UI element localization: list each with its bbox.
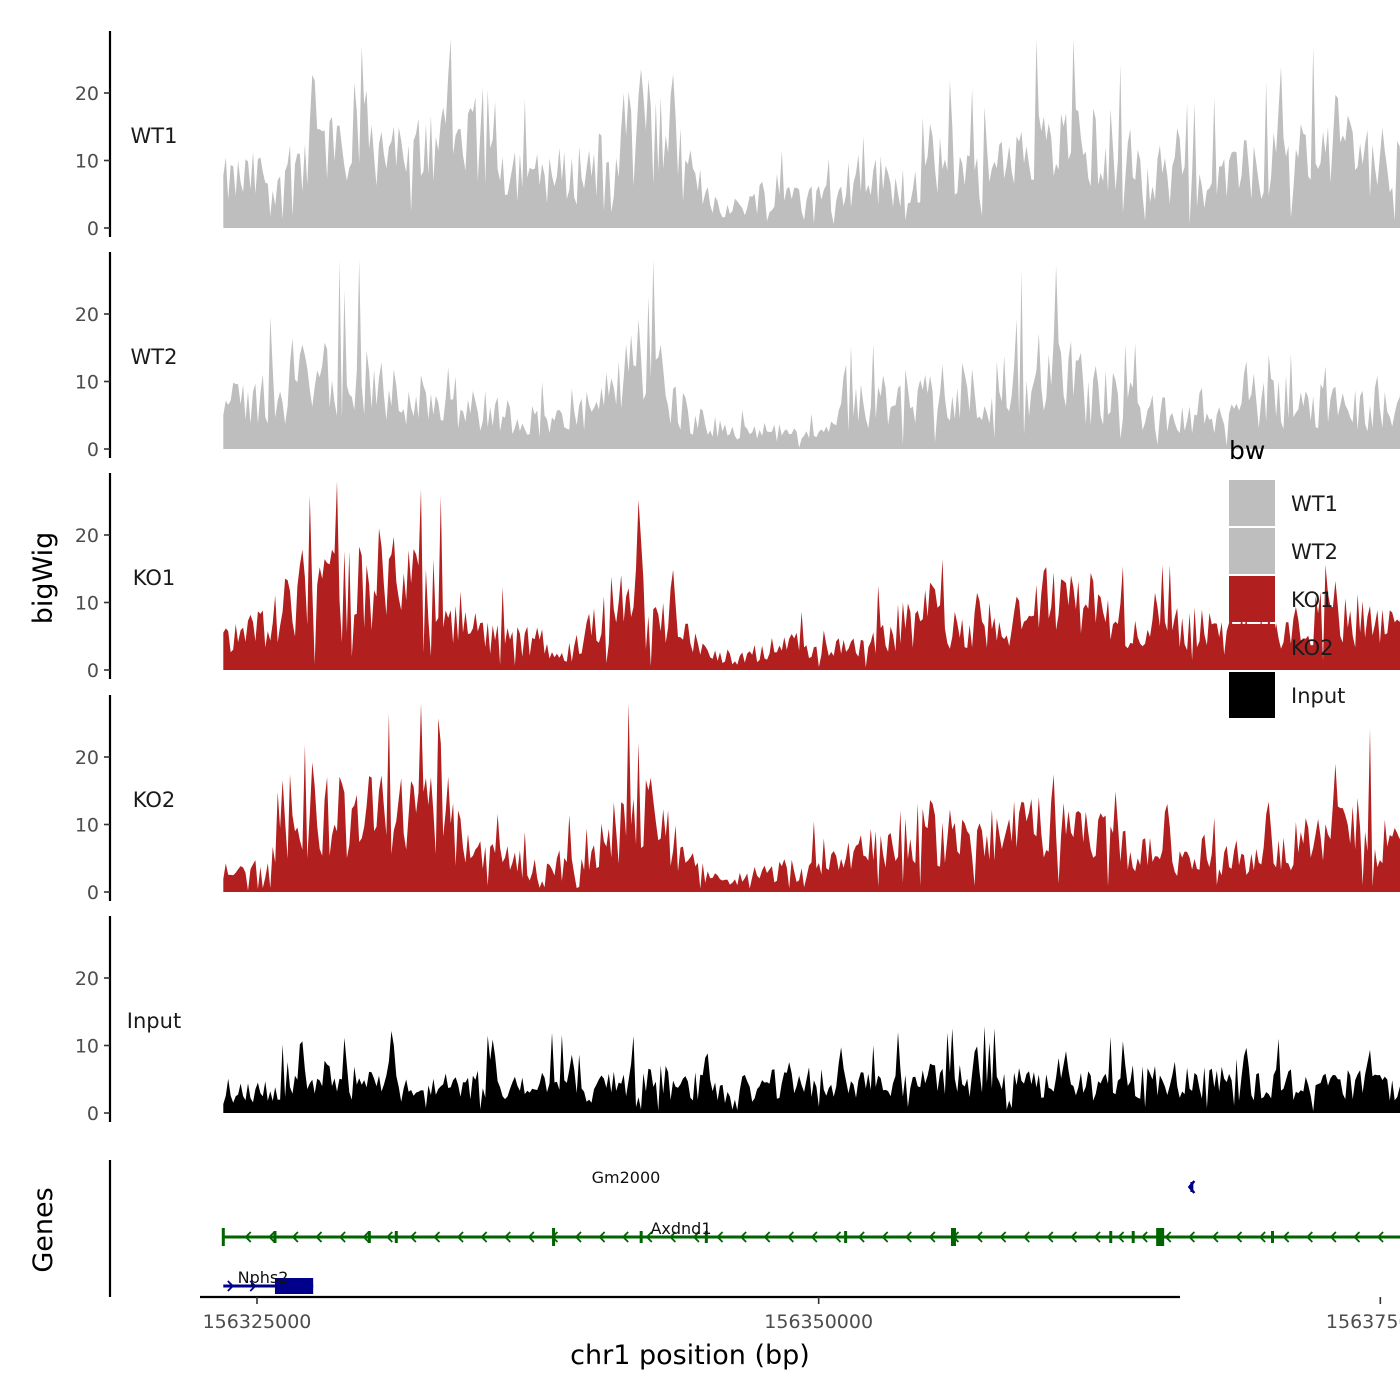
track-ko1: 0 10 20 KO1 bbox=[75, 473, 1400, 682]
genes-track-title: Genes bbox=[28, 1187, 59, 1272]
gene-gm2000: Gm2000 bbox=[592, 1168, 1196, 1194]
y-tick-label: 10 bbox=[75, 1036, 99, 1058]
track-input: 0 10 20 Input bbox=[75, 916, 1400, 1125]
y-tick-label: 0 bbox=[87, 882, 99, 904]
y-tick-label: 20 bbox=[75, 525, 99, 547]
track-wt1: 0 10 20 WT1 bbox=[75, 31, 1400, 240]
y-tick-label: 20 bbox=[75, 747, 99, 769]
track-label: WT2 bbox=[131, 345, 178, 369]
signal-area bbox=[223, 39, 1400, 228]
signal-area bbox=[223, 481, 1400, 670]
legend-label: WT1 bbox=[1291, 492, 1338, 516]
gene-label: Gm2000 bbox=[592, 1168, 661, 1187]
y-tick-label: 10 bbox=[75, 151, 99, 173]
track-label: KO2 bbox=[133, 788, 176, 812]
track-label: Input bbox=[127, 1009, 181, 1033]
track-wt2: 0 10 20 WT2 bbox=[75, 252, 1400, 461]
y-axis-title: bigWig bbox=[28, 532, 59, 625]
gene-nphs2: Nphs2 bbox=[223, 1268, 314, 1294]
signal-area bbox=[223, 1026, 1400, 1113]
track-label: WT1 bbox=[131, 124, 178, 148]
track-label: KO1 bbox=[133, 566, 176, 590]
y-tick-label: 20 bbox=[75, 304, 99, 326]
legend-label: KO2 bbox=[1291, 636, 1334, 660]
legend-label: KO1 bbox=[1291, 588, 1334, 612]
x-tick-label: 156375000 bbox=[1326, 1311, 1400, 1333]
legend-key bbox=[1229, 672, 1275, 718]
legend-key bbox=[1229, 576, 1275, 622]
gene-track: Gm2000 Axdnd1 Nphs2 bbox=[108, 1160, 1400, 1297]
track-ko2: 0 10 20 KO2 bbox=[75, 695, 1400, 904]
y-tick-label: 0 bbox=[87, 218, 99, 240]
x-axis: 1563250001563500001563750001564000001564… bbox=[200, 1295, 1400, 1333]
legend: bw WT1 WT2 KO1 KO2 Input bbox=[1229, 436, 1345, 718]
y-tick-label: 10 bbox=[75, 372, 99, 394]
gene-label: Nphs2 bbox=[238, 1268, 289, 1287]
signal-area bbox=[223, 703, 1400, 892]
y-tick-label: 10 bbox=[75, 815, 99, 837]
y-tick-label: 20 bbox=[75, 968, 99, 990]
y-tick-label: 0 bbox=[87, 1103, 99, 1125]
signal-tracks: 0 10 20 WT1 0 10 20 WT2 0 10 20 KO1 0 10 20 KO2 0 10 20 Inp… bbox=[75, 31, 1400, 1125]
legend-label: WT2 bbox=[1291, 540, 1338, 564]
x-tick-label: 156350000 bbox=[764, 1311, 873, 1333]
gene-axdnd1: Axdnd1 bbox=[221, 1219, 1400, 1246]
legend-key bbox=[1229, 528, 1275, 574]
legend-title: bw bbox=[1229, 436, 1265, 465]
y-tick-label: 20 bbox=[75, 83, 99, 105]
gene-label: Axdnd1 bbox=[650, 1219, 711, 1238]
legend-key bbox=[1229, 480, 1275, 526]
signal-area bbox=[223, 260, 1400, 449]
legend-label: Input bbox=[1291, 684, 1345, 708]
y-tick-label: 10 bbox=[75, 593, 99, 615]
y-tick-label: 0 bbox=[87, 439, 99, 461]
x-tick-label: 156325000 bbox=[203, 1311, 312, 1333]
y-tick-label: 0 bbox=[87, 660, 99, 682]
legend-key bbox=[1229, 624, 1275, 670]
x-axis-title: chr1 position (bp) bbox=[570, 1340, 810, 1371]
